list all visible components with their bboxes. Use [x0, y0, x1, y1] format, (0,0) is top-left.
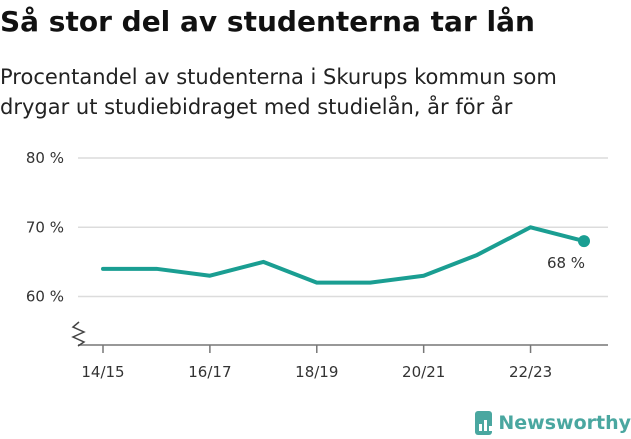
chart-subtitle: Procentandel av studenterna i Skurups ko… — [0, 62, 631, 122]
x-tick-label: 20/21 — [402, 363, 445, 381]
line-chart: 60 % 70 % 80 % 14/15 16/17 18/19 20/21 22/23 68 … — [26, 149, 608, 381]
x-tick-label: 16/17 — [188, 363, 231, 381]
chart-subtitle-line-2: drygar ut studiebidraget med studielån, … — [0, 95, 513, 119]
last-value-label: 68 % — [547, 254, 585, 272]
y-tick-label: 60 % — [26, 288, 64, 306]
y-tick-label: 70 % — [26, 218, 64, 236]
last-data-point — [578, 235, 590, 248]
chart-title: Så stor del av studenterna tar lån — [0, 5, 535, 38]
x-tick-label: 18/19 — [295, 363, 338, 381]
y-tick-label: 80 % — [26, 149, 64, 167]
newsworthy-logo: Newsworthy — [475, 408, 631, 438]
series-line — [101, 225, 586, 285]
chart-subtitle-line-1: Procentandel av studenterna i Skurups ko… — [0, 65, 557, 89]
bar-chart-icon — [475, 411, 493, 435]
x-tick-label: 14/15 — [81, 363, 124, 381]
brand-name: Newsworthy — [498, 412, 631, 434]
x-tick-label: 22/23 — [509, 363, 552, 381]
axis-break-icon — [71, 321, 86, 347]
